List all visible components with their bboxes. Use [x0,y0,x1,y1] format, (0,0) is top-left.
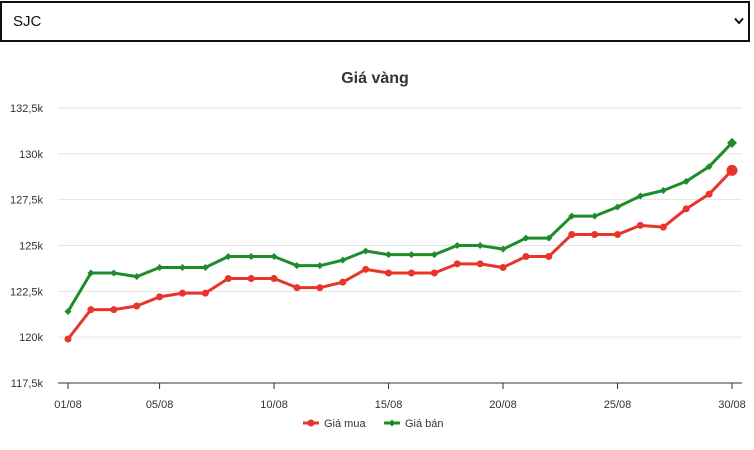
data-point [636,221,644,229]
data-point [407,251,415,259]
x-tick-label: 30/08 [718,399,746,411]
data-point [591,231,599,238]
data-point [727,137,737,148]
data-point [270,253,278,260]
data-point [705,163,713,171]
data-point [659,187,667,194]
data-point [247,253,255,260]
data-point [178,289,186,297]
y-tick-label: 122,5k [10,286,44,298]
data-point [568,212,576,220]
data-point [499,245,507,253]
x-tick-label: 20/08 [489,399,517,411]
data-point [316,284,324,292]
data-point [453,242,461,249]
data-point [499,264,507,271]
data-point [156,293,164,301]
data-point [476,260,484,268]
data-point [591,212,599,220]
brand-select-value: SJC [13,13,42,30]
data-point [201,289,209,297]
data-point [726,164,738,176]
y-tick-label: 120k [19,332,43,344]
data-point [614,203,622,211]
data-point [682,205,690,213]
y-tick-label: 127,5k [10,195,44,207]
x-axis: 01/08 05/08 10/08 15/08 20/08 25/08 30/08 [54,383,746,411]
data-point [522,253,530,260]
data-point [270,275,278,282]
legend: Giá mua Giá bán [303,418,444,430]
series-group [64,137,738,343]
data-point [545,234,553,242]
series-line [66,141,734,313]
x-tick-label: 25/08 [604,399,632,411]
data-point [110,306,118,314]
data-point [705,190,713,198]
data-point [293,284,301,292]
data-point [339,256,347,264]
data-point [682,177,690,185]
data-point [388,419,396,427]
chart-title: Giá vàng [341,70,409,87]
data-point [110,269,118,277]
data-point [385,269,393,277]
data-point [568,231,576,238]
data-point [430,251,438,259]
data-point [362,265,370,273]
data-point [87,306,95,314]
y-tick-label: 117,5k [11,378,44,390]
data-point [476,242,484,249]
brand-select[interactable]: SJC [0,1,750,42]
y-tick-label: 132,5k [10,103,44,115]
y-tick-label: 125k [19,241,43,253]
data-point [453,260,461,268]
gold-price-chart: Giá vàng 117,5k120k122,5k125k127,5k130k1… [10,70,746,430]
x-tick-label: 10/08 [260,399,288,411]
data-point [385,251,393,259]
data-point [614,231,622,238]
series-line [66,169,734,340]
data-point [178,264,186,271]
legend-label: Giá mua [324,418,366,430]
series-giá-bán [64,137,737,315]
data-point [545,253,553,260]
data-point [133,273,141,281]
chevron-down-icon [734,17,744,25]
data-point [407,269,415,277]
data-point [636,192,644,200]
data-point [201,264,209,271]
data-point [87,269,95,277]
data-point [224,275,232,282]
data-point [224,253,232,260]
legend-label: Giá bán [405,418,444,430]
data-point [247,275,255,282]
data-point [307,419,315,427]
data-point [133,302,141,310]
series-giá-mua [64,164,738,343]
x-tick-label: 15/08 [375,399,403,411]
data-point [316,262,324,270]
data-point [430,269,438,277]
data-point [64,308,72,315]
data-point [362,247,370,255]
grid-lines [58,107,742,384]
data-point [522,234,530,242]
data-point [659,223,667,231]
data-point [339,278,347,286]
x-tick-label: 05/08 [146,399,174,411]
data-point [156,264,164,271]
data-point [64,335,72,343]
x-tick-label: 01/08 [54,399,82,411]
data-point [293,262,301,270]
y-axis: 117,5k 120k 122,5k 125k 127,5k 130k 132,5k [10,103,44,390]
y-tick-label: 130k [19,149,43,161]
